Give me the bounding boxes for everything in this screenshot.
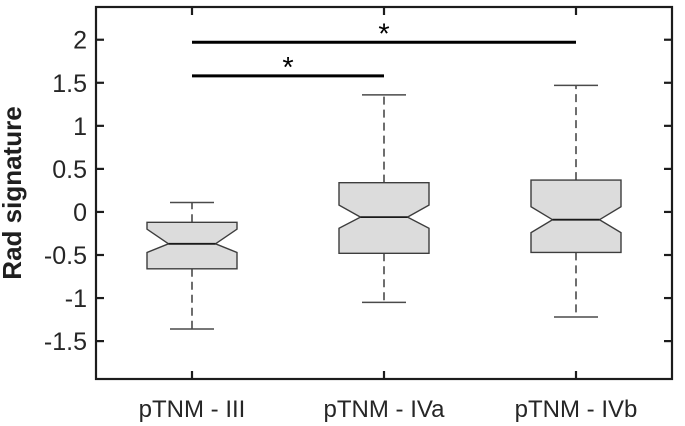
significance-star-1: * (378, 18, 389, 50)
plot-area: * * 2 1.5 1 0.5 0 -0.5 -1 -1.5 pTNM - III pTNM - IV… (44, 5, 674, 423)
box-0 (146, 221, 238, 270)
y-axis-label: Rad signature (0, 106, 27, 279)
significance-star-0: * (282, 52, 293, 84)
y-tick-label: 1 (73, 113, 87, 141)
y-tick-label: 0 (73, 199, 87, 227)
box-2 (530, 179, 622, 254)
y-tick-label: -0.5 (44, 242, 87, 270)
x-tick-label-2: pTNM - IVb (515, 396, 638, 423)
y-tick-label: 1.5 (52, 70, 87, 98)
y-tick-label: -1.5 (44, 328, 87, 356)
x-tick-label-1: pTNM - IVa (324, 396, 446, 423)
y-tick-label: 0.5 (52, 156, 87, 184)
x-tick-label-0: pTNM - III (139, 396, 246, 423)
y-tick-label: -1 (65, 285, 87, 313)
y-tick-label: 2 (73, 27, 87, 55)
